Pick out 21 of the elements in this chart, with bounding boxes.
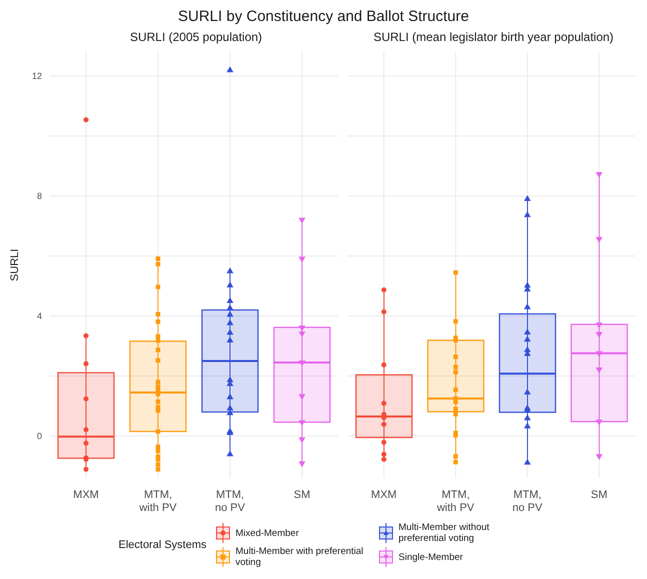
x-tick-label: MTM, no PV xyxy=(512,489,544,514)
x-tick-label: MTM, no PV xyxy=(215,489,246,514)
legend-label: Multi-Member with preferential voting xyxy=(236,546,364,568)
y-axis-title: SURLI xyxy=(8,248,21,282)
x-tick-label: MXM xyxy=(73,489,99,501)
x-tick-label: MTM, with PV xyxy=(138,489,178,514)
y-tick-label: 0 xyxy=(36,431,42,442)
legend-label: Multi-Member without preferential voting xyxy=(398,522,490,544)
y-tick-label: 8 xyxy=(36,191,42,202)
chart-subtitle: SURLI (mean legislator birth year population) xyxy=(372,30,615,46)
x-tick-label: MTM, with PV xyxy=(436,489,475,514)
legend-label: Single-Member xyxy=(398,552,463,562)
legend-title: Electoral Systems xyxy=(118,539,207,551)
x-tick-label: SM xyxy=(590,489,608,501)
chart-title: SURLI by Constituency and Ballot Structure xyxy=(177,8,470,27)
x-tick-label: MXM xyxy=(371,489,397,501)
x-tick-label: SM xyxy=(294,489,310,501)
legend-label: Mixed-Member xyxy=(236,528,299,538)
y-tick-label: 12 xyxy=(32,71,42,82)
chart-subtitle: SURLI (2005 population) xyxy=(128,30,264,46)
y-tick-label: 4 xyxy=(36,311,42,322)
